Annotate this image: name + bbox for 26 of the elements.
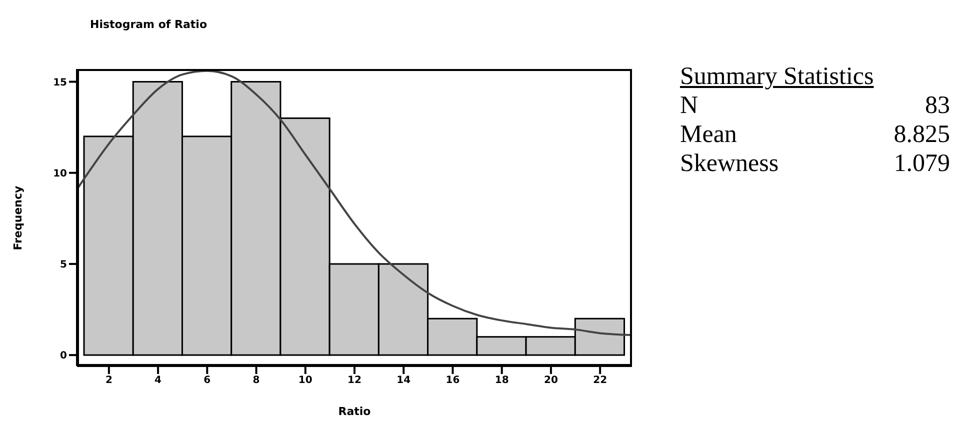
y-tick-label: 10 (53, 168, 68, 180)
text: Summary Statistics (680, 62, 875, 91)
x-tick-label: 12 (348, 375, 362, 386)
text: N (680, 91, 698, 120)
x-tick-label: 22 (593, 375, 608, 386)
x-tick-label: 10 (298, 375, 312, 386)
x-axis-title: Ratio (338, 405, 371, 418)
y-axis-title: Frequency (12, 185, 24, 250)
x-tick-label: 2 (105, 375, 112, 386)
y-tick-label: 5 (60, 260, 68, 271)
text: Mean (680, 120, 737, 149)
x-tick-label: 4 (154, 375, 162, 386)
text: 8.825 (894, 120, 950, 149)
text: 1.079 (894, 149, 950, 178)
text: Skewness (680, 149, 779, 178)
y-tick-label: 15 (53, 77, 68, 88)
text: 83 (925, 91, 950, 120)
line-series (77, 70, 632, 336)
x-tick-label: 18 (494, 375, 509, 386)
x-tick-label: 8 (252, 375, 260, 386)
x-tick-label: 6 (204, 375, 211, 386)
y-tick-label: 0 (60, 350, 68, 362)
x-tick-label: 16 (446, 375, 460, 386)
x-tick-label: 14 (396, 375, 411, 386)
chart-title: Histogram of Ratio (90, 18, 208, 31)
x-tick-label: 20 (544, 375, 558, 386)
